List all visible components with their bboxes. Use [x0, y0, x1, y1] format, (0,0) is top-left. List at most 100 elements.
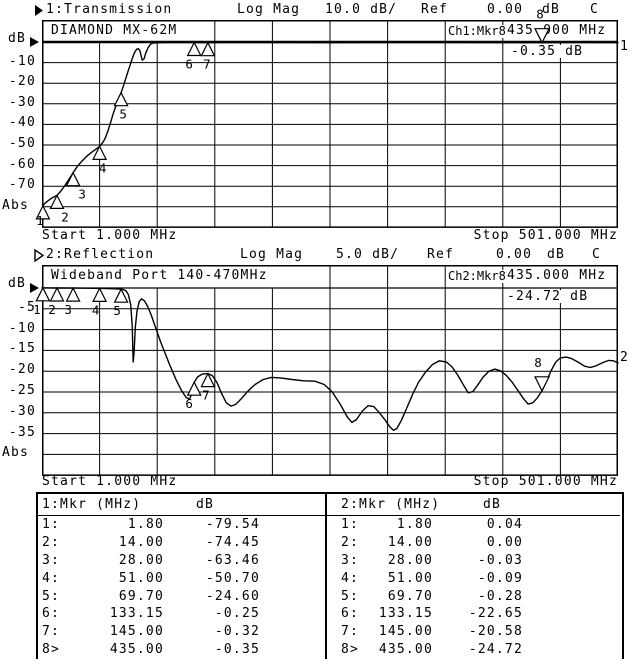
- ch2-ref-level-pointer-icon: [30, 283, 39, 293]
- ch2-y-tick-label: -25: [8, 383, 36, 398]
- ch2-y-axis-unit: dB: [8, 276, 27, 291]
- marker-db: -0.03: [477, 552, 523, 568]
- ch1-readout-value: -0.35 dB: [510, 44, 585, 59]
- ch2-format-label: Log Mag: [240, 247, 304, 262]
- ch2-y-tick-label: -15: [8, 341, 36, 357]
- ch1-ref-level-pointer-icon: [30, 37, 39, 47]
- marker-frequency: 133.15: [378, 606, 433, 622]
- ch2-title: 2:Reflection: [46, 247, 155, 262]
- marker-number: 4:: [42, 570, 61, 586]
- ch1-y-axis-unit: dB: [8, 31, 27, 46]
- ch2-stop-freq: Stop 501.000 MHz: [473, 474, 618, 489]
- marker-table-ch1-header-db: dB: [196, 497, 215, 512]
- ch1-ref-label: Ref: [421, 2, 449, 17]
- marker-table-ch1-header-label: 1:Mkr (MHz): [42, 497, 142, 512]
- channel1-active-icon: [35, 5, 43, 16]
- marker-number: 5:: [341, 588, 360, 604]
- ch2-readout-label: Ch2:Mkr8: [447, 269, 507, 283]
- marker-frequency: 69.70: [387, 588, 433, 604]
- marker-table-row: 8> 435.00 -24.72: [327, 641, 620, 659]
- ch2-y-tick-label: -10: [8, 320, 36, 336]
- ch2-y-tick-label: -5: [17, 299, 36, 315]
- ch1-start-freq: Start 1.000 MHz: [42, 228, 178, 243]
- ch2-y-tick-label: -35: [8, 424, 36, 440]
- ch2-readout-value: -24.72 dB: [506, 289, 590, 304]
- ch1-ref-unit: dB: [542, 2, 561, 17]
- ch1-grid-title: DIAMOND MX-62M: [50, 23, 179, 38]
- marker-table-row: 5: 69.70 -24.60: [38, 588, 325, 606]
- marker-frequency: 14.00: [118, 534, 164, 550]
- ch2-abs-label: Abs: [2, 445, 30, 461]
- marker-db: -0.09: [477, 570, 523, 586]
- marker-table-ch2-header-label: 2:Mkr (MHz): [341, 497, 441, 512]
- ch2-y-tick-label: -30: [8, 403, 36, 419]
- ch1-trace-number: 1: [620, 39, 630, 54]
- marker-table-row: 6: 133.15 -22.65: [327, 605, 620, 623]
- ch1-y-tick-label: -20: [8, 74, 36, 90]
- ch1-stop-freq: Stop 501.000 MHz: [473, 228, 618, 243]
- marker-table-ch2-header: 2:Mkr (MHz) dB: [327, 494, 620, 516]
- marker-table-row: 2: 14.00 0.00: [327, 534, 620, 552]
- marker-frequency: 28.00: [387, 552, 433, 568]
- marker-number: 1:: [341, 517, 360, 532]
- marker-db: -20.58: [468, 624, 523, 640]
- ch1-y-tick-label: -70: [8, 177, 36, 193]
- ch2-ref-value: 0.00: [496, 247, 533, 262]
- marker-number: 6:: [341, 606, 360, 622]
- marker-number: 2:: [341, 534, 360, 550]
- marker-table-row: 3: 28.00 -63.46: [38, 552, 325, 570]
- marker-db: -74.45: [205, 534, 260, 550]
- ch2-ref-unit: dB: [547, 247, 566, 262]
- marker-table-row: 1: 1.80 -79.54: [38, 516, 325, 534]
- marker-table: 1:Mkr (MHz) dB 1: 1.80 -79.54 2: 14.00 -74.45…: [36, 492, 624, 659]
- marker-db: -0.25: [214, 606, 260, 622]
- marker-frequency: 14.00: [387, 534, 433, 550]
- ch1-title: 1:Transmission: [46, 2, 173, 17]
- marker-frequency: 69.70: [118, 588, 164, 604]
- marker-table-ch2-header-db: dB: [483, 497, 502, 512]
- ch1-abs-label: Abs: [2, 197, 30, 213]
- marker-db: -24.72: [468, 642, 523, 658]
- ch1-ref-value: 0.00: [487, 2, 524, 17]
- ch2-y-tick-label: -20: [8, 362, 36, 378]
- marker-table-ch1-header: 1:Mkr (MHz) dB: [38, 494, 325, 516]
- marker-frequency: 133.15: [109, 606, 164, 622]
- ch2-readout-freq: 435.000 MHz: [506, 268, 608, 283]
- marker-number: 7:: [42, 624, 61, 640]
- ch1-y-tick-label: -30: [8, 94, 36, 110]
- marker-db: -50.70: [205, 570, 260, 586]
- marker-frequency: 145.00: [109, 624, 164, 640]
- marker-frequency: 51.00: [118, 570, 164, 586]
- marker-number: 8>: [341, 642, 360, 658]
- marker-frequency: 145.00: [378, 624, 433, 640]
- marker-table-ch2: 2:Mkr (MHz) dB 1: 1.80 0.04 2: 14.00 0.00 3: 28…: [327, 494, 620, 659]
- marker-number: 3:: [341, 552, 360, 568]
- channel2-active-icon: [34, 249, 44, 262]
- marker-db: -0.28: [477, 588, 523, 604]
- marker-frequency: 1.80: [127, 517, 164, 532]
- marker-table-row: 6: 133.15 -0.25: [38, 605, 325, 623]
- marker-db: 0.00: [486, 534, 523, 550]
- ch1-y-tick-label: -60: [8, 156, 36, 172]
- marker-frequency: 435.00: [378, 642, 433, 658]
- marker-table-row: 2: 14.00 -74.45: [38, 534, 325, 552]
- ch1-scale-value: 10.0 dB/: [325, 2, 398, 17]
- marker-table-row: 3: 28.00 -0.03: [327, 552, 620, 570]
- ch1-readout-label: Ch1:Mkr8: [447, 24, 507, 38]
- marker-table-row: 5: 69.70 -0.28: [327, 588, 620, 606]
- marker-number: 3:: [42, 552, 61, 568]
- marker-number: 8>: [42, 642, 61, 658]
- ch1-readout-freq: 435.000 MHz: [506, 23, 608, 38]
- marker-table-row: 8> 435.00 -0.35: [38, 641, 325, 659]
- ch1-format-label: Log Mag: [237, 2, 301, 17]
- marker-db: -79.54: [205, 517, 260, 532]
- marker-db: -0.35: [214, 642, 260, 658]
- ch2-start-freq: Start 1.000 MHz: [42, 474, 178, 489]
- marker-table-row: 7: 145.00 -20.58: [327, 623, 620, 641]
- marker-number: 6:: [42, 606, 61, 622]
- marker-number: 7:: [341, 624, 360, 640]
- marker-table-ch1: 1:Mkr (MHz) dB 1: 1.80 -79.54 2: 14.00 -74.45…: [38, 494, 327, 659]
- marker-db: -0.32: [214, 624, 260, 640]
- ch2-trace-number: 2: [620, 350, 630, 365]
